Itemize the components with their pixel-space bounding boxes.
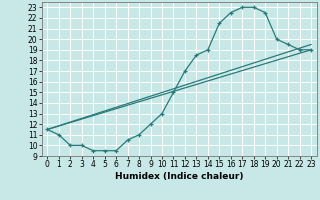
- X-axis label: Humidex (Indice chaleur): Humidex (Indice chaleur): [115, 172, 244, 181]
